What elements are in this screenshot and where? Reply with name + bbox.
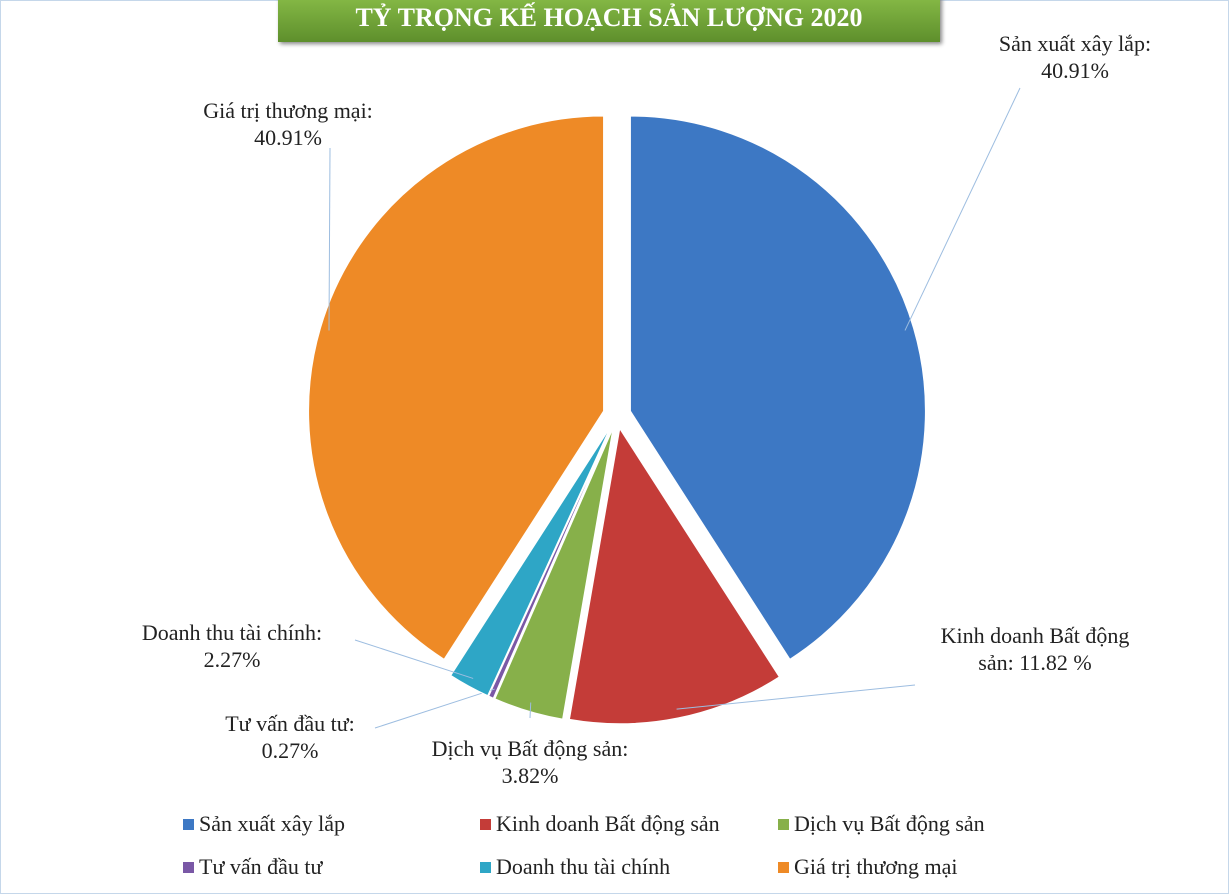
legend-swatch	[183, 861, 194, 873]
data-label: Doanh thu tài chính: 2.27%	[141, 620, 323, 672]
legend-item: Sản xuất xây lắp	[183, 811, 345, 837]
pie-slice	[308, 115, 605, 660]
data-label: Sản xuất xây lắp: 40.91%	[998, 31, 1152, 83]
leader-line	[374, 688, 495, 729]
legend-label: Giá trị thương mại	[794, 854, 958, 879]
legend-swatch	[480, 861, 491, 873]
legend-item: Dịch vụ Bất động sản	[778, 811, 985, 837]
legend-item: Doanh thu tài chính	[480, 854, 670, 880]
pie-slice	[494, 428, 614, 720]
chart-title: TỶ TRỌNG KẾ HOẠCH SẢN LƯỢNG 2020	[278, 0, 940, 42]
data-label: Dịch vụ Bất động sản: 3.82%	[431, 736, 629, 788]
pie-slice	[450, 427, 611, 697]
legend-label: Kinh doanh Bất động sản	[496, 811, 720, 836]
legend-label: Dịch vụ Bất động sản	[794, 811, 985, 836]
leader-line	[354, 639, 474, 679]
legend-swatch	[480, 818, 491, 830]
legend-label: Tư vấn đầu tư	[199, 854, 323, 879]
legend-item: Tư vấn đầu tư	[183, 854, 322, 880]
legend-swatch	[778, 818, 789, 830]
legend-swatch	[778, 861, 789, 873]
pie-slice	[629, 115, 926, 660]
legend-item: Giá trị thương mại	[778, 854, 957, 880]
leader-line	[676, 684, 916, 710]
legend-swatch	[183, 818, 194, 830]
data-label: Tư vấn đầu tư: 0.27%	[225, 711, 355, 763]
pie-slice	[568, 427, 780, 725]
legend-item: Kinh doanh Bất động sản	[480, 811, 720, 837]
leader-line	[529, 702, 532, 719]
pie-slice	[488, 427, 612, 699]
data-label: Kinh doanh Bất động sản: 11.82 %	[940, 623, 1130, 675]
leader-line	[904, 87, 1021, 331]
leader-line	[328, 147, 331, 331]
legend-label: Sản xuất xây lắp	[199, 811, 346, 836]
data-label: Giá trị thương mại: 40.91%	[203, 98, 373, 150]
legend-label: Doanh thu tài chính	[496, 854, 671, 879]
